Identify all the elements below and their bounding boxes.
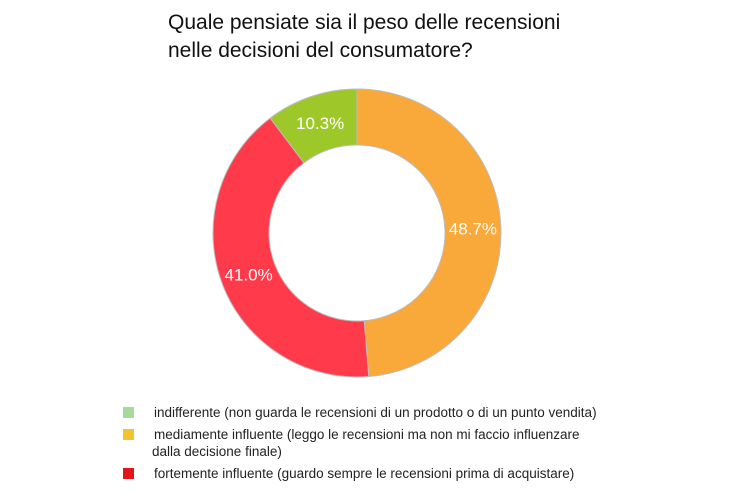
legend-item-indifferente: indifferente (non guarda le recensioni d… [120, 404, 597, 422]
slice-indifferente [269, 88, 358, 164]
legend-item-fortemente-influente: fortemente influente (guardo sempre le r… [120, 465, 597, 483]
slice-fortemente-influente [212, 117, 370, 378]
legend: indifferente (non guarda le recensioni d… [120, 404, 597, 482]
legend-label-mediamente-line-1: mediamente influente (leggo le recension… [154, 426, 580, 442]
chart-title-line-1: Quale pensiate sia il peso delle recensi… [168, 11, 561, 34]
legend-label-indifferente: indifferente (non guarda le recensioni d… [154, 405, 597, 420]
legend-label-fortemente-influente: fortemente influente (guardo sempre le r… [154, 465, 575, 481]
slice-label-indifferente: 10.3% [296, 114, 344, 133]
slice-label-fortemente-influente: 41.0% [225, 265, 273, 284]
legend-label-mediamente-line-2: dalla decisione finale) [152, 444, 282, 459]
slice-label-mediamente-influente: 48.7% [449, 219, 497, 238]
legend-swatch-mediamente-influente [123, 428, 134, 440]
chart-title-line-2: nelle decisioni del consumatore? [168, 39, 473, 62]
legend-label-mediamente-influente: mediamente influente (leggo le recension… [152, 426, 580, 461]
chart-title: Quale pensiate sia il peso delle recensi… [168, 9, 560, 65]
legend-swatch-indifferente [123, 407, 134, 418]
slice-mediamente-influente [356, 88, 502, 378]
legend-swatch-fortemente-influente [123, 467, 134, 479]
legend-item-mediamente-influente: mediamente influente (leggo le recension… [120, 426, 597, 461]
